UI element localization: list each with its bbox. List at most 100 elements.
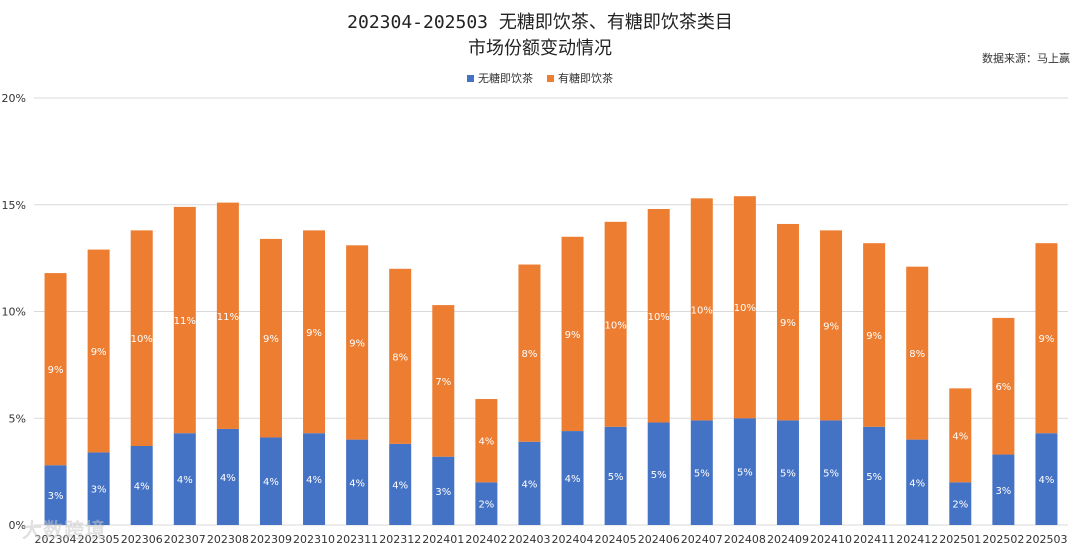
data-label: 5% (823, 469, 839, 480)
data-label: 5% (651, 470, 667, 481)
bar-sugared-202401 (432, 305, 455, 457)
data-label: 9% (780, 318, 796, 329)
bar-sugared-202411 (863, 243, 886, 427)
bar-sugar-free-202502 (992, 454, 1015, 525)
x-tick-label: 202304 (35, 533, 77, 546)
bar-sugar-free-202408 (733, 418, 756, 525)
data-label: 5% (866, 472, 882, 483)
bar-sugar-free-202412 (906, 439, 929, 525)
x-tick-label: 202404 (552, 533, 594, 546)
x-tick-label: 202310 (293, 533, 335, 546)
legend-swatch-sugared (547, 74, 554, 82)
data-label: 6% (995, 382, 1011, 393)
data-label: 7% (435, 377, 451, 388)
bar-sugared-202410 (820, 230, 843, 421)
bar-sugared-202404 (561, 236, 584, 432)
data-label: 4% (522, 479, 538, 490)
bar-sugared-202412 (906, 266, 929, 440)
y-tick-label: 10% (2, 306, 26, 319)
bar-sugar-free-202304 (44, 465, 67, 525)
data-label: 4% (1039, 475, 1055, 486)
bar-sugared-202407 (690, 198, 713, 421)
bar-sugared-202309 (259, 238, 282, 438)
bar-sugared-202403 (518, 264, 541, 442)
x-tick-label: 202503 (1025, 533, 1067, 546)
x-tick-label: 202311 (336, 533, 378, 546)
data-label: 3% (48, 491, 64, 502)
y-tick-label: 5% (9, 412, 26, 425)
bar-sugar-free-202403 (518, 441, 541, 525)
x-tick-label: 202407 (681, 533, 723, 546)
bar-sugared-202501 (949, 388, 972, 483)
legend-label-sugar-free: 无糖即饮茶 (478, 72, 533, 85)
x-tick-label: 202312 (379, 533, 421, 546)
legend-swatch-sugar-free (467, 74, 474, 82)
x-tick-label: 202409 (767, 533, 809, 546)
y-tick-label: 0% (9, 519, 26, 532)
data-label: 8% (909, 349, 925, 360)
bar-sugar-free-202503 (1035, 433, 1058, 525)
data-label: 10% (734, 303, 756, 314)
data-label: 5% (694, 469, 710, 480)
bar-sugar-free-202410 (820, 420, 843, 525)
data-label: 10% (648, 312, 670, 323)
bar-sugar-free-202404 (561, 431, 584, 525)
data-label: 9% (91, 347, 107, 358)
x-tick-label: 202309 (250, 533, 292, 546)
data-label: 2% (952, 500, 968, 511)
watermark-text: 大数跨境 (22, 518, 106, 542)
x-tick-label: 202305 (78, 533, 120, 546)
legend-item-sugar-free: 无糖即饮茶 (467, 70, 533, 86)
y-tick-label: 15% (2, 199, 26, 212)
data-label: 4% (263, 477, 279, 488)
bar-sugar-free-202309 (259, 437, 282, 525)
data-label: 4% (952, 431, 968, 442)
bar-sugar-free-202311 (346, 439, 369, 525)
bar-sugared-202311 (346, 245, 369, 440)
bar-sugared-202304 (44, 273, 67, 466)
chart-legend: 无糖即饮茶 有糖即饮茶 (0, 70, 1080, 86)
data-label: 8% (392, 352, 408, 363)
x-tick-label: 202406 (638, 533, 680, 546)
data-source-note: 数据来源：马上赢 (982, 52, 1070, 65)
data-label: 4% (909, 478, 925, 489)
x-tick-label: 202501 (939, 533, 981, 546)
bar-sugared-202306 (130, 230, 153, 447)
bar-sugared-202503 (1035, 243, 1058, 434)
x-tick-label: 202402 (465, 533, 507, 546)
data-label: 9% (866, 331, 882, 342)
data-label: 9% (263, 334, 279, 345)
legend-item-sugared: 有糖即饮茶 (547, 70, 613, 86)
x-tick-label: 202401 (422, 533, 464, 546)
x-tick-label: 202410 (810, 533, 852, 546)
x-tick-label: 202306 (121, 533, 163, 546)
bar-sugar-free-202401 (432, 456, 455, 525)
bar-sugared-202502 (992, 317, 1015, 455)
bar-sugared-202409 (776, 223, 799, 421)
data-label: 10% (131, 334, 153, 345)
data-label: 11% (174, 316, 196, 327)
data-label: 2% (478, 500, 494, 511)
data-label: 4% (565, 474, 581, 485)
bar-sugar-free-202305 (87, 452, 110, 525)
chart-title-line-1: 202304-202503 无糖即饮茶、有糖即饮茶类目 (347, 12, 733, 33)
data-label: 4% (478, 437, 494, 448)
data-label: 5% (608, 472, 624, 483)
x-tick-label: 202502 (982, 533, 1024, 546)
bar-sugar-free-202306 (130, 446, 153, 525)
data-label: 3% (91, 485, 107, 496)
data-label: 9% (565, 330, 581, 341)
bar-sugared-202307 (173, 206, 196, 434)
bar-sugared-202310 (303, 230, 326, 434)
bar-sugared-202312 (389, 268, 412, 444)
data-label: 4% (134, 482, 150, 493)
data-label: 10% (691, 305, 713, 316)
y-tick-label: 20% (2, 92, 26, 105)
bar-sugar-free-202307 (173, 433, 196, 525)
bar-sugar-free-202308 (216, 428, 239, 525)
data-label: 3% (995, 486, 1011, 497)
bar-sugar-free-202409 (776, 420, 799, 525)
data-label: 4% (177, 475, 193, 486)
x-tick-label: 202408 (724, 533, 766, 546)
